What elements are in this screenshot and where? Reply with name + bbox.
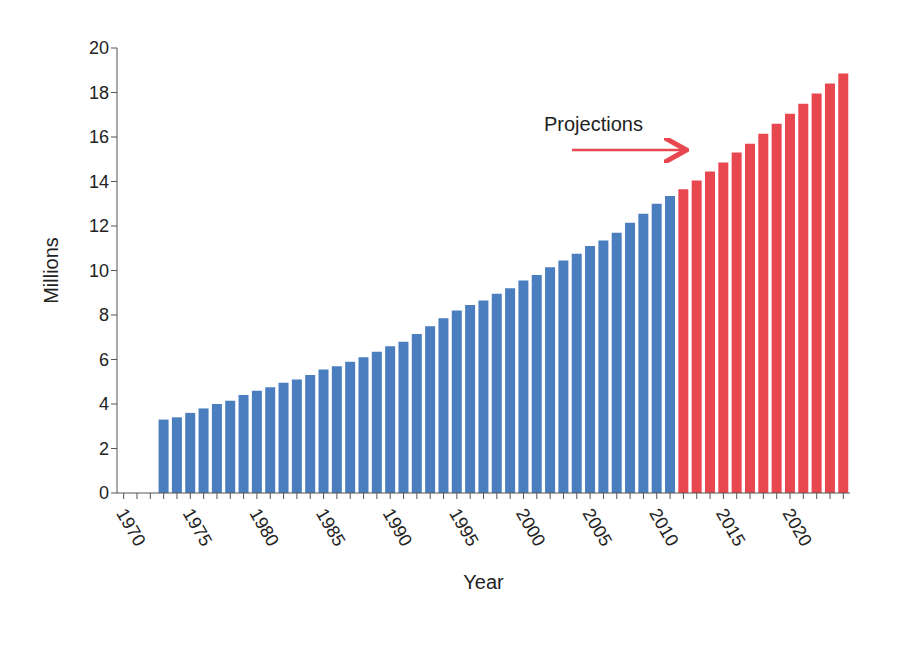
- svg-text:10: 10: [89, 261, 109, 281]
- svg-text:1985: 1985: [312, 505, 349, 550]
- svg-text:1980: 1980: [245, 505, 282, 550]
- svg-text:18: 18: [89, 83, 109, 103]
- svg-text:Year: Year: [463, 571, 504, 593]
- svg-text:1970: 1970: [112, 505, 149, 550]
- svg-text:2020: 2020: [779, 505, 816, 550]
- svg-text:12: 12: [89, 216, 109, 236]
- svg-text:2005: 2005: [579, 505, 616, 550]
- svg-text:Projections: Projections: [544, 113, 643, 135]
- svg-text:6: 6: [99, 350, 109, 370]
- svg-text:20: 20: [89, 38, 109, 58]
- svg-text:1995: 1995: [445, 505, 482, 550]
- svg-text:4: 4: [99, 394, 109, 414]
- svg-text:1975: 1975: [179, 505, 216, 550]
- svg-text:0: 0: [99, 483, 109, 503]
- svg-text:14: 14: [89, 172, 109, 192]
- svg-text:Millions: Millions: [40, 237, 62, 304]
- svg-text:1990: 1990: [379, 505, 416, 550]
- svg-text:2: 2: [99, 439, 109, 459]
- svg-text:8: 8: [99, 305, 109, 325]
- svg-text:2015: 2015: [712, 505, 749, 550]
- svg-text:16: 16: [89, 127, 109, 147]
- svg-text:2000: 2000: [512, 505, 549, 550]
- svg-text:2010: 2010: [645, 505, 682, 550]
